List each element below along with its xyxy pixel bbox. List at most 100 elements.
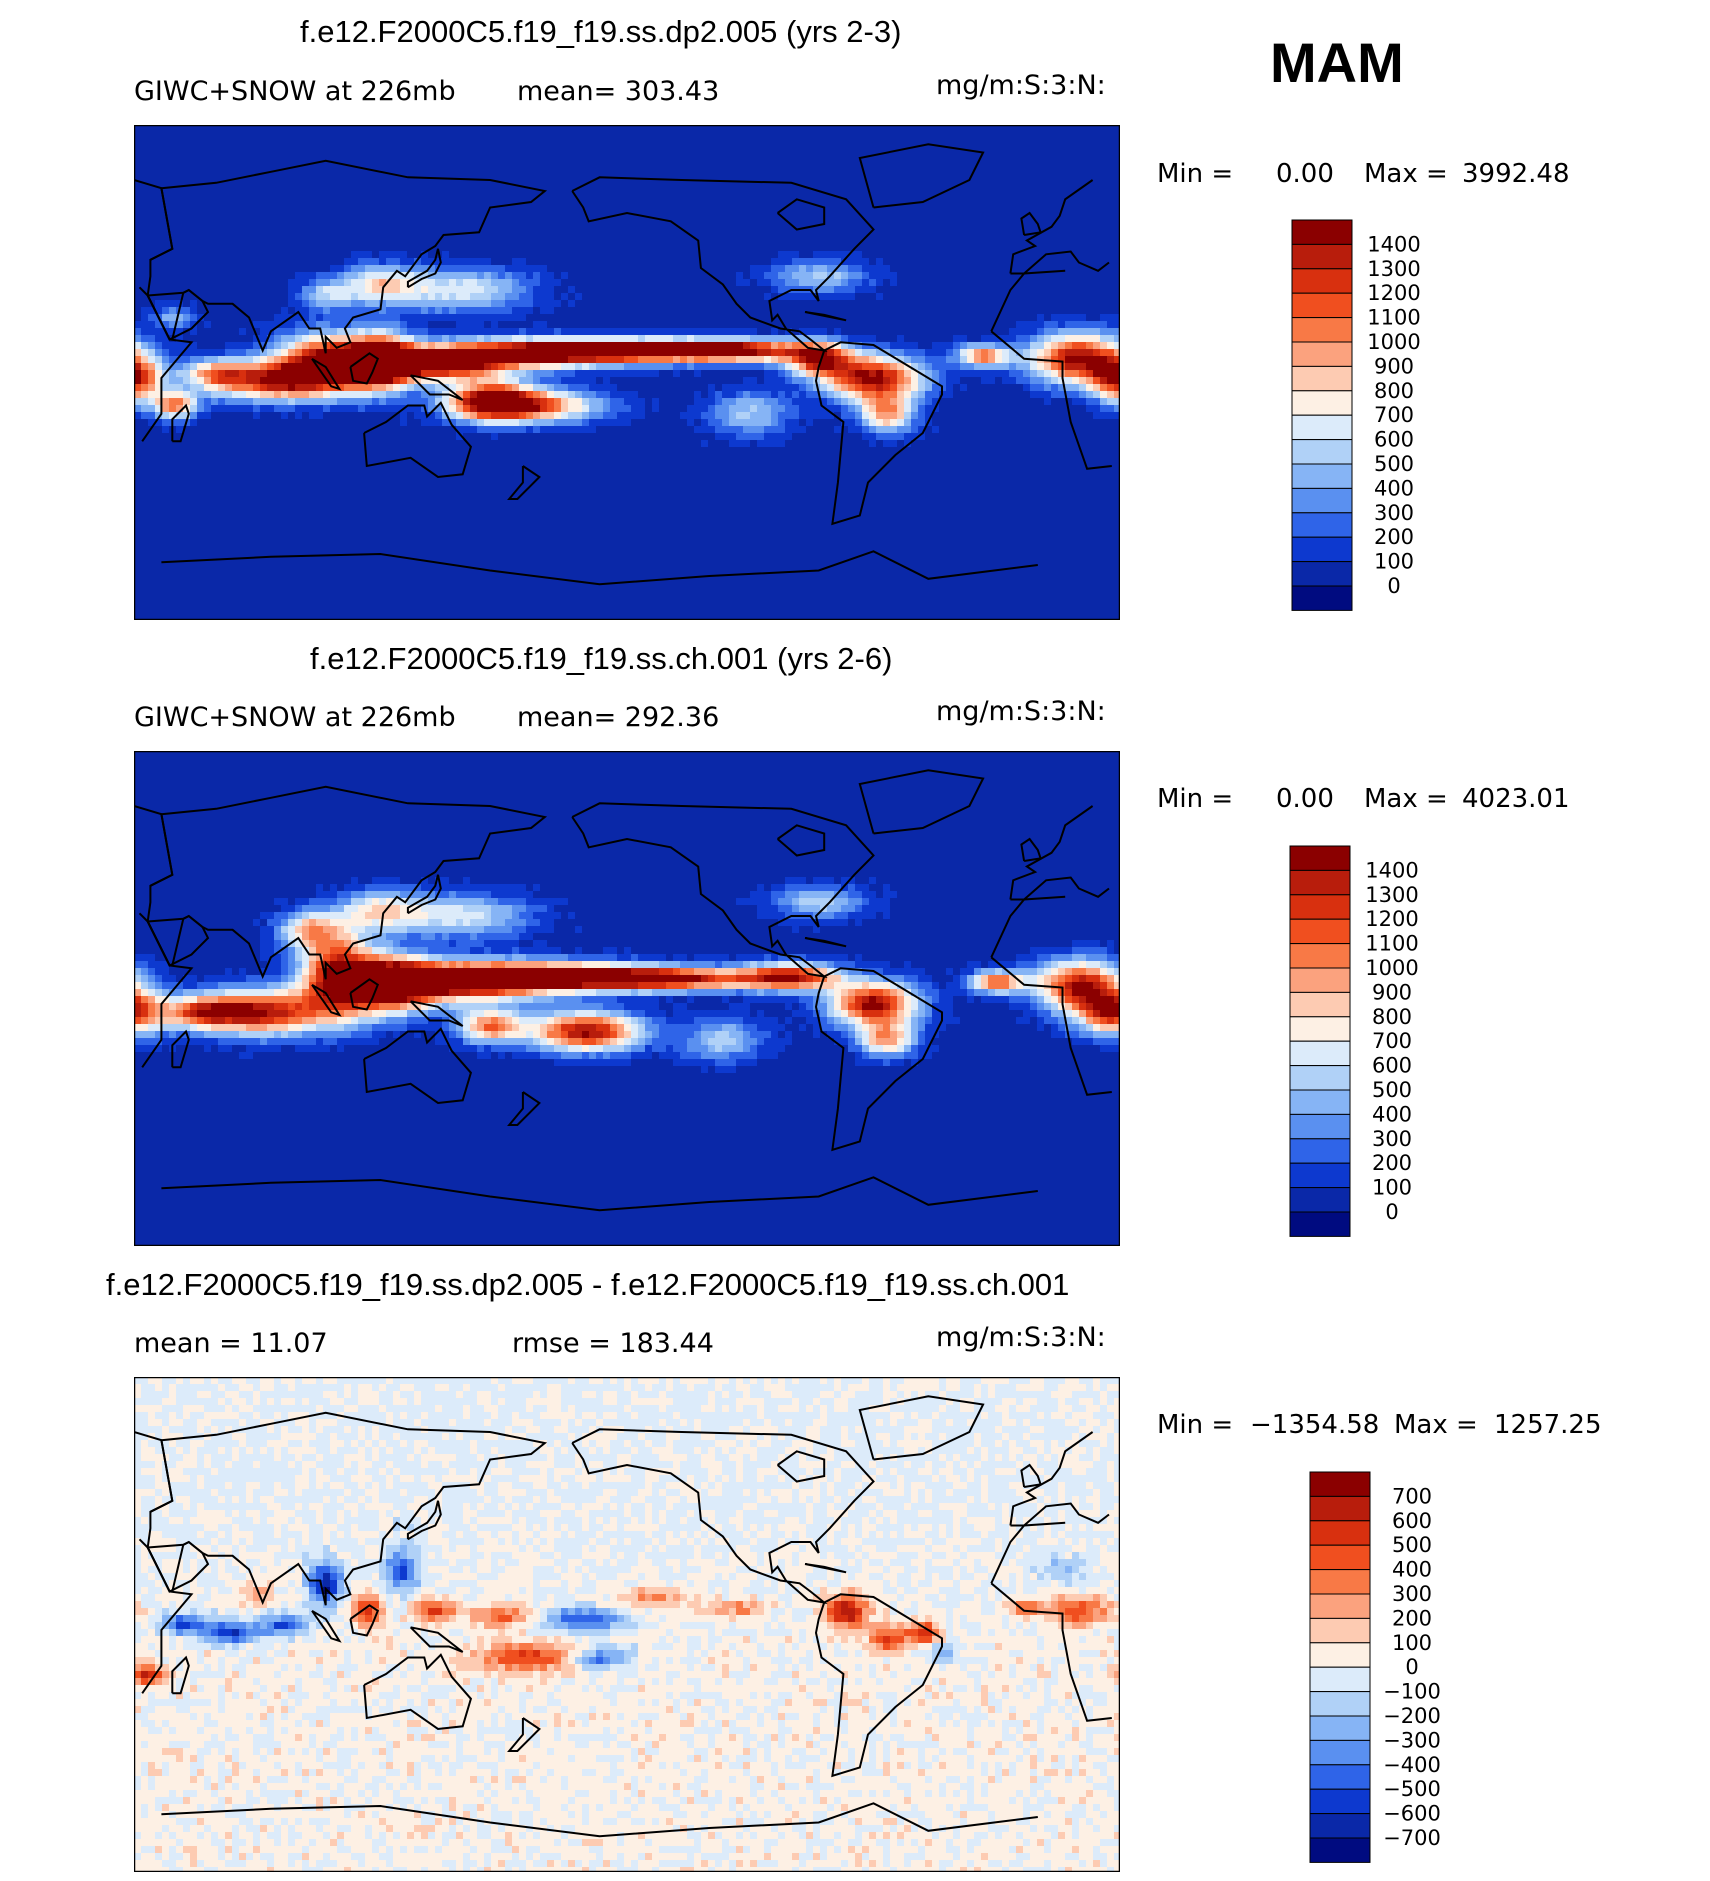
field-cell (554, 356, 562, 364)
field-cell (295, 279, 303, 287)
field-cell (190, 216, 198, 224)
field-cell (393, 363, 401, 371)
field-cell (799, 146, 807, 154)
field-cell (575, 293, 583, 301)
field-cell (295, 209, 303, 217)
field-cell (1086, 328, 1094, 336)
field-cell (967, 216, 975, 224)
field-cell (750, 349, 758, 357)
field-cell (162, 181, 170, 189)
field-cell (1002, 125, 1010, 133)
field-cell (281, 321, 289, 329)
field-cell (309, 328, 317, 336)
field-cell (806, 125, 814, 133)
field-cell (281, 286, 289, 294)
field-cell (729, 125, 737, 133)
field-cell (232, 363, 240, 371)
field-cell (722, 251, 730, 259)
field-cell (358, 314, 366, 322)
field-cell (729, 328, 737, 336)
field-cell (1002, 293, 1010, 301)
field-cell (295, 216, 303, 224)
field-cell (512, 293, 520, 301)
field-cell (477, 146, 485, 154)
field-cell (246, 167, 254, 175)
field-cell (316, 153, 324, 161)
field-cell (1072, 279, 1080, 287)
field-cell (463, 307, 471, 315)
field-cell (428, 300, 436, 308)
field-cell (911, 132, 919, 140)
field-cell (1058, 153, 1066, 161)
field-cell (617, 258, 625, 266)
field-cell (456, 356, 464, 364)
field-cell (218, 167, 226, 175)
field-cell (1100, 160, 1108, 168)
field-cell (1016, 160, 1024, 168)
field-cell (841, 286, 849, 294)
field-cell (190, 244, 198, 252)
field-cell (197, 230, 205, 238)
field-cell (953, 293, 961, 301)
field-cell (610, 202, 618, 210)
field-cell (757, 321, 765, 329)
field-cell (393, 321, 401, 329)
field-cell (1023, 335, 1031, 343)
field-cell (596, 258, 604, 266)
field-cell (512, 342, 520, 350)
field-cell (295, 293, 303, 301)
field-cell (750, 251, 758, 259)
field-cell (680, 223, 688, 231)
field-cell (519, 300, 527, 308)
field-cell (379, 188, 387, 196)
field-cell (134, 251, 142, 259)
field-cell (253, 300, 261, 308)
field-cell (799, 237, 807, 245)
field-cell (232, 237, 240, 245)
field-cell (183, 167, 191, 175)
field-cell (911, 216, 919, 224)
field-cell (988, 342, 996, 350)
field-cell (750, 328, 758, 336)
field-cell (526, 286, 534, 294)
field-cell (295, 349, 303, 357)
field-cell (218, 286, 226, 294)
field-cell (1107, 314, 1115, 322)
field-cell (421, 146, 429, 154)
field-cell (442, 342, 450, 350)
field-cell (1086, 125, 1094, 133)
field-cell (890, 139, 898, 147)
field-cell (757, 209, 765, 217)
field-cell (771, 223, 779, 231)
field-cell (1051, 209, 1059, 217)
field-cell (645, 195, 653, 203)
field-cell (806, 321, 814, 329)
field-cell (582, 146, 590, 154)
field-cell (253, 237, 261, 245)
field-cell (757, 167, 765, 175)
field-cell (1072, 244, 1080, 252)
field-cell (764, 314, 772, 322)
field-cell (554, 146, 562, 154)
field-cell (526, 195, 534, 203)
field-cell (939, 139, 947, 147)
field-cell (302, 139, 310, 147)
field-cell (554, 363, 562, 371)
field-cell (862, 265, 870, 273)
field-cell (631, 153, 639, 161)
field-cell (365, 125, 373, 133)
field-cell (309, 174, 317, 182)
field-cell (365, 356, 373, 364)
field-cell (323, 272, 331, 280)
field-cell (855, 181, 863, 189)
field-cell (743, 167, 751, 175)
field-cell (162, 188, 170, 196)
field-cell (946, 167, 954, 175)
field-cell (974, 223, 982, 231)
field-cell (960, 160, 968, 168)
field-cell (792, 146, 800, 154)
field-cell (169, 349, 177, 357)
field-cell (540, 314, 548, 322)
field-cell (1100, 251, 1108, 259)
field-cell (1114, 195, 1120, 203)
